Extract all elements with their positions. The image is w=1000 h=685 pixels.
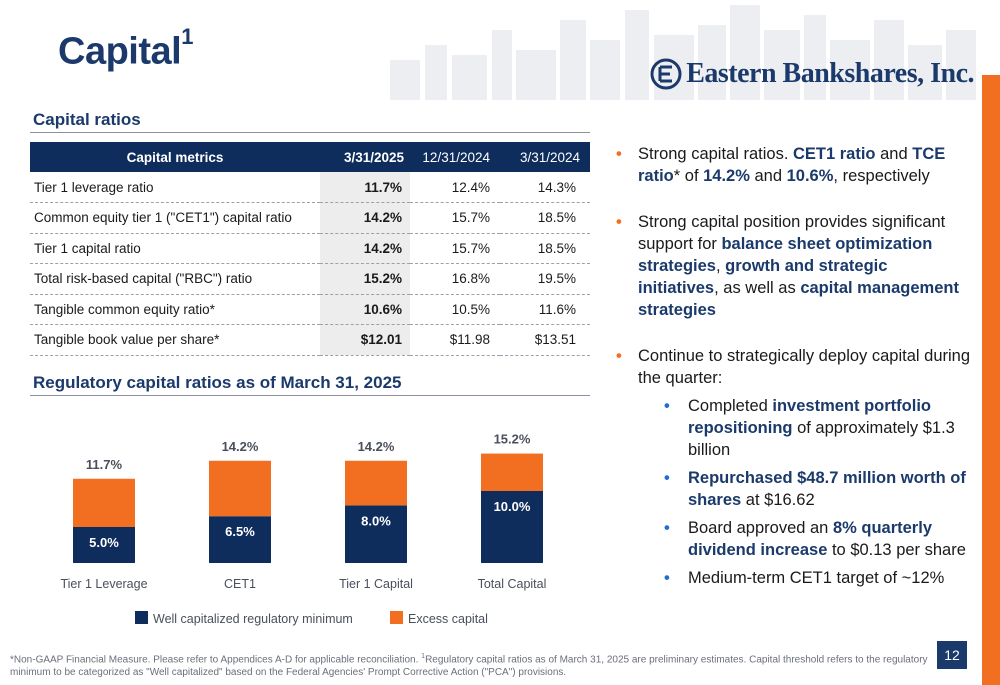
table-row: Tier 1 leverage ratio 11.7% 12.4% 14.3% xyxy=(30,172,590,203)
bar-regulatory-minimum xyxy=(481,491,543,563)
bar-total-label: 14.2% xyxy=(222,439,259,454)
sub-bullet-cet1-target: Medium-term CET1 target of ~12% xyxy=(638,567,972,589)
row-label: Tier 1 capital ratio xyxy=(30,233,320,264)
logo-text: Eastern Bankshares, Inc. xyxy=(686,58,974,89)
table-header-row: Capital metrics 3/31/2025 12/31/2024 3/3… xyxy=(30,142,590,172)
table-cell: 16.8% xyxy=(410,263,500,295)
key-points: Strong capital ratios. CET1 ratio and TC… xyxy=(612,143,972,589)
row-label: Tangible common equity ratio* xyxy=(30,294,320,325)
table-cell: 10.5% xyxy=(410,294,500,325)
table-cell: 11.7% xyxy=(320,172,410,203)
bar-inner-label: 5.0% xyxy=(89,535,119,550)
table-cell: 14.3% xyxy=(500,172,590,203)
table-cell: 19.5% xyxy=(500,263,590,295)
bar-total-label: 11.7% xyxy=(86,457,123,472)
row-label: Tier 1 leverage ratio xyxy=(30,172,320,203)
bullet-capital-position: Strong capital position provides signifi… xyxy=(612,211,972,321)
table-cell: 15.7% xyxy=(410,233,500,264)
legend-swatch-regulatory-minimum xyxy=(135,611,148,624)
table-row: Total risk-based capital ("RBC") ratio 1… xyxy=(30,263,590,295)
accent-bar xyxy=(982,75,1000,685)
table-cell: $12.01 xyxy=(320,324,410,356)
bar-excess-capital xyxy=(345,460,407,506)
capital-metrics-table: Capital metrics 3/31/2025 12/31/2024 3/3… xyxy=(30,142,590,356)
bar-excess-capital xyxy=(481,453,543,491)
bar-inner-label: 10.0% xyxy=(494,499,531,514)
x-axis-category-label: Total Capital xyxy=(478,577,547,591)
x-axis-category-label: Tier 1 Leverage xyxy=(60,577,147,591)
regulatory-capital-chart: 5.0% 11.7% Tier 1 Leverage 6.5% 14.2% CET1 8.0… xyxy=(60,432,547,626)
column-header: 12/31/2024 xyxy=(410,142,500,172)
table-cell: 15.2% xyxy=(320,263,410,295)
bullet-capital-ratios: Strong capital ratios. CET1 ratio and TC… xyxy=(612,143,972,187)
bar-excess-capital xyxy=(209,460,271,517)
regulatory-heading: Regulatory capital ratios as of March 31… xyxy=(33,373,402,392)
sub-bullet-dividend: Board approved an 8% quarterly dividend … xyxy=(638,517,972,561)
table-row: Common equity tier 1 ("CET1") capital ra… xyxy=(30,202,590,234)
bar-excess-capital xyxy=(73,478,135,527)
title-footnote-marker: 1 xyxy=(181,24,193,49)
column-header: 3/31/2024 xyxy=(500,142,590,172)
capital-ratios-heading: Capital ratios xyxy=(33,110,141,129)
table-cell: 10.6% xyxy=(320,294,410,325)
bar-regulatory-minimum xyxy=(73,527,135,563)
bar-inner-label: 6.5% xyxy=(225,524,255,539)
footnote: *Non-GAAP Financial Measure. Please refe… xyxy=(10,653,928,679)
section-divider xyxy=(30,132,590,133)
section-divider xyxy=(30,395,590,396)
sub-bullet-portfolio: Completed investment portfolio repositio… xyxy=(638,395,972,461)
company-logo: Eastern Bankshares, Inc. xyxy=(650,58,974,90)
table-cell: $11.98 xyxy=(410,324,500,356)
table-cell: 11.6% xyxy=(500,294,590,325)
bar-total-label: 15.2% xyxy=(494,432,531,447)
row-label: Total risk-based capital ("RBC") ratio xyxy=(30,263,320,295)
table-row: Tangible common equity ratio* 10.6% 10.5… xyxy=(30,294,590,325)
x-axis-category-label: CET1 xyxy=(224,577,256,591)
column-header: Capital metrics xyxy=(30,142,320,172)
table-cell: 18.5% xyxy=(500,233,590,264)
table-cell: 12.4% xyxy=(410,172,500,203)
table-cell: 14.2% xyxy=(320,202,410,234)
row-label: Common equity tier 1 ("CET1") capital ra… xyxy=(30,202,320,234)
eastern-logo-icon xyxy=(650,58,682,90)
bar-regulatory-minimum xyxy=(345,505,407,563)
bar-total-label: 14.2% xyxy=(358,439,395,454)
x-axis-category-label: Tier 1 Capital xyxy=(339,577,413,591)
sub-bullet-repurchase: Repurchased $48.7 million worth of share… xyxy=(638,467,972,511)
legend-swatch-excess-capital xyxy=(390,611,403,624)
column-header: 3/31/2025 xyxy=(320,142,410,172)
legend-label-excess-capital: Excess capital xyxy=(408,612,488,626)
table-row: Tier 1 capital ratio 14.2% 15.7% 18.5% xyxy=(30,233,590,264)
page-number: 12 xyxy=(937,641,967,669)
table-cell: 18.5% xyxy=(500,202,590,234)
bullet-deploy-capital: Continue to strategically deploy capital… xyxy=(612,345,972,589)
table-cell: 15.7% xyxy=(410,202,500,234)
row-label: Tangible book value per share* xyxy=(30,324,320,356)
page-title: Capital1 xyxy=(58,24,193,73)
bar-regulatory-minimum xyxy=(209,516,271,563)
table-row: Tangible book value per share* $12.01 $1… xyxy=(30,324,590,356)
table-cell: 14.2% xyxy=(320,233,410,264)
bar-inner-label: 8.0% xyxy=(361,513,391,528)
legend-label-regulatory-minimum: Well capitalized regulatory minimum xyxy=(153,612,353,626)
table-cell: $13.51 xyxy=(500,324,590,356)
skyline-background xyxy=(380,0,980,100)
